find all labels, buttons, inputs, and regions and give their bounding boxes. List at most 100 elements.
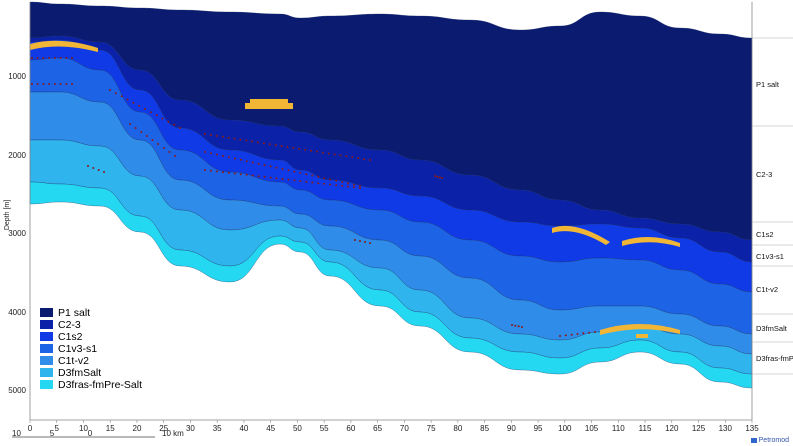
well-dot bbox=[151, 139, 154, 141]
x-tick-label: 25 bbox=[159, 424, 168, 433]
y-tick-label: 1000 bbox=[8, 72, 26, 81]
well-dot bbox=[132, 101, 135, 104]
well-dot bbox=[347, 182, 350, 185]
well-dot bbox=[257, 175, 260, 178]
well-dot bbox=[263, 164, 266, 167]
legend-swatch bbox=[40, 320, 53, 329]
well-dot bbox=[161, 117, 164, 120]
scale-bar-label: 10 bbox=[12, 429, 21, 438]
x-tick-label: 65 bbox=[373, 424, 382, 433]
well-dot bbox=[269, 176, 272, 179]
well-dot bbox=[36, 57, 39, 59]
hc-accumulation bbox=[250, 99, 288, 103]
well-dot bbox=[251, 161, 254, 164]
well-dot bbox=[521, 326, 523, 328]
well-dot bbox=[293, 179, 296, 182]
legend-label: C1s2 bbox=[58, 331, 83, 343]
y-tick-label: 2000 bbox=[8, 151, 26, 160]
x-tick-label: 75 bbox=[427, 424, 436, 433]
formation-label: D3fras-fmPr bbox=[756, 354, 793, 363]
well-dot bbox=[347, 185, 350, 188]
x-tick-label: 35 bbox=[213, 424, 222, 433]
well-dot bbox=[204, 151, 206, 153]
well-dot bbox=[129, 123, 131, 125]
hc-accumulation bbox=[600, 324, 680, 335]
well-dot bbox=[514, 324, 517, 327]
well-dot bbox=[570, 333, 573, 336]
well-dot bbox=[168, 151, 171, 153]
well-dot bbox=[71, 83, 73, 85]
well-dot bbox=[298, 147, 301, 150]
well-dot bbox=[233, 157, 236, 160]
well-dot bbox=[564, 334, 567, 337]
well-dot bbox=[215, 134, 218, 137]
well-dot bbox=[157, 143, 160, 145]
well-dot bbox=[329, 183, 332, 186]
well-dot bbox=[233, 172, 236, 175]
well-dot bbox=[441, 177, 443, 179]
well-dot bbox=[286, 146, 289, 148]
well-dot bbox=[316, 150, 318, 153]
well-dot bbox=[215, 170, 218, 173]
formation-label: C1v3-s1 bbox=[756, 252, 784, 261]
well-dot bbox=[262, 142, 265, 145]
well-dot bbox=[59, 57, 62, 59]
well-dot bbox=[323, 177, 326, 180]
well-dot bbox=[65, 57, 68, 59]
legend-label: C2-3 bbox=[58, 319, 81, 331]
x-tick-label: 0 bbox=[28, 424, 33, 433]
x-tick-label: 70 bbox=[400, 424, 409, 433]
well-dot bbox=[281, 168, 284, 170]
legend-swatch bbox=[40, 344, 53, 353]
well-dot bbox=[363, 158, 366, 161]
well-dot bbox=[257, 141, 259, 144]
well-dot bbox=[257, 162, 260, 165]
well-dot bbox=[594, 331, 596, 333]
software-credit: Petromod bbox=[750, 437, 789, 444]
well-dot bbox=[345, 155, 348, 158]
well-dot bbox=[174, 155, 176, 157]
well-dot bbox=[227, 156, 230, 159]
well-dot bbox=[221, 171, 224, 174]
well-dot bbox=[436, 175, 439, 178]
well-dot bbox=[134, 127, 137, 129]
well-dot bbox=[227, 136, 230, 139]
legend-swatch bbox=[40, 308, 53, 317]
well-dot bbox=[221, 135, 224, 138]
well-dot bbox=[42, 57, 45, 59]
well-dot bbox=[310, 149, 313, 152]
well-dot bbox=[245, 160, 248, 163]
well-dot bbox=[517, 325, 520, 328]
well-dot bbox=[155, 114, 158, 117]
well-dot bbox=[354, 239, 356, 241]
well-dot bbox=[120, 95, 123, 98]
x-tick-label: 80 bbox=[453, 424, 462, 433]
well-dot bbox=[31, 57, 33, 59]
well-markers bbox=[31, 57, 596, 337]
legend-label: C1v3-s1 bbox=[58, 343, 97, 355]
well-dot bbox=[239, 158, 242, 161]
scale-bar-label: 10 km bbox=[162, 429, 184, 438]
legend-label: C1t-v2 bbox=[58, 355, 89, 367]
legend: P1 saltC2-3C1s2C1v3-s1C1t-v2D3fmSaltD3fr… bbox=[40, 307, 142, 391]
formation-label: C1t-v2 bbox=[756, 285, 778, 294]
well-dot bbox=[329, 178, 332, 181]
well-dot bbox=[109, 89, 111, 91]
well-dot bbox=[275, 166, 278, 169]
well-dot bbox=[97, 169, 100, 171]
well-dot bbox=[304, 148, 307, 151]
well-dot bbox=[339, 154, 342, 157]
scale-bar-label: 5 bbox=[50, 429, 55, 438]
well-dot bbox=[341, 184, 344, 187]
y-tick-label: 5000 bbox=[8, 386, 26, 395]
well-dot bbox=[434, 175, 436, 177]
formation-label: P1 salt bbox=[756, 80, 780, 89]
well-dot bbox=[364, 241, 366, 243]
well-dot bbox=[31, 83, 33, 85]
well-dot bbox=[305, 180, 308, 183]
x-tick-label: 110 bbox=[612, 424, 625, 433]
well-dot bbox=[357, 157, 360, 160]
well-dot bbox=[103, 171, 105, 173]
y-tick-label: 4000 bbox=[8, 308, 26, 317]
